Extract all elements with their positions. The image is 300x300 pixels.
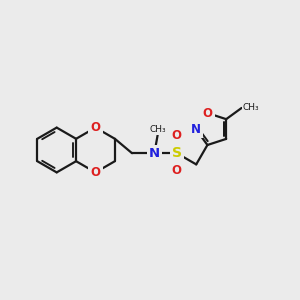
Text: N: N xyxy=(191,122,201,136)
Text: O: O xyxy=(91,166,100,179)
Text: O: O xyxy=(202,106,212,120)
Text: CH₃: CH₃ xyxy=(243,103,260,112)
Text: N: N xyxy=(149,147,160,160)
Text: O: O xyxy=(172,129,182,142)
Text: O: O xyxy=(91,121,100,134)
Text: S: S xyxy=(172,146,182,160)
Text: CH₃: CH₃ xyxy=(149,124,166,134)
Text: O: O xyxy=(172,164,182,177)
